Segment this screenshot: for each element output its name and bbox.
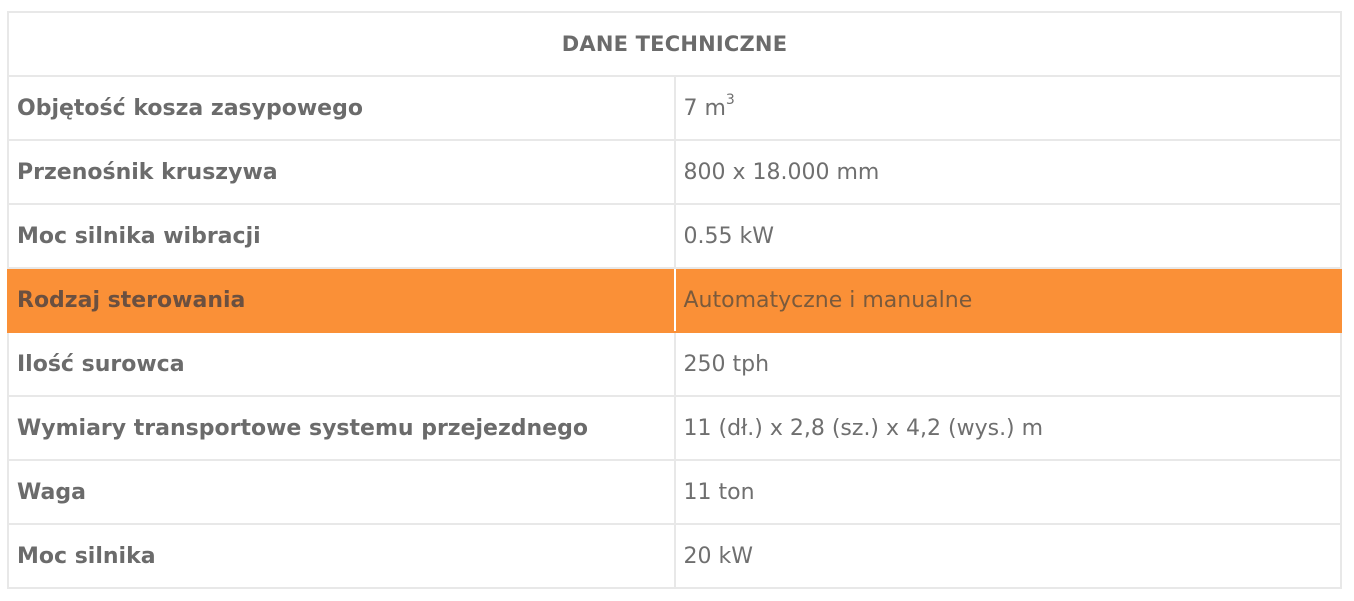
table-row: Objętość kosza zasypowego 7 m3 xyxy=(7,75,1342,141)
table-row-highlighted: Rodzaj sterowania Automatyczne i manualn… xyxy=(7,267,1342,333)
spec-value: 0.55 kW xyxy=(673,203,1342,269)
table-row: Przenośnik kruszywa 800 x 18.000 mm xyxy=(7,139,1342,205)
table-row: Ilość surowca 250 tph xyxy=(7,331,1342,397)
spec-value: 20 kW xyxy=(673,523,1342,589)
table-header-row: DANE TECHNICZNE xyxy=(7,11,1342,77)
spec-label: Przenośnik kruszywa xyxy=(7,139,676,205)
spec-label: Objętość kosza zasypowego xyxy=(7,75,676,141)
spec-label: Moc silnika wibracji xyxy=(7,203,676,269)
spec-value: 11 (dł.) x 2,8 (sz.) x 4,2 (wys.) m xyxy=(673,395,1342,461)
spec-value: 250 tph xyxy=(673,331,1342,397)
table-header: DANE TECHNICZNE xyxy=(7,11,1342,77)
unit-exponent: 3 xyxy=(725,92,735,109)
table-title: DANE TECHNICZNE xyxy=(7,11,1342,77)
spec-label: Ilość surowca xyxy=(7,331,676,397)
spec-label: Moc silnika xyxy=(7,523,676,589)
spec-label: Wymiary transportowe systemu przejezdneg… xyxy=(7,395,676,461)
spec-label: Rodzaj sterowania xyxy=(7,267,676,333)
technical-data-table: DANE TECHNICZNE Objętość kosza zasypoweg… xyxy=(7,11,1342,589)
table-row: Moc silnika 20 kW xyxy=(7,523,1342,589)
spec-value: 7 m3 xyxy=(673,75,1342,141)
table-body: Objętość kosza zasypowego 7 m3 Przenośni… xyxy=(7,75,1342,589)
table-row: Wymiary transportowe systemu przejezdneg… xyxy=(7,395,1342,461)
spec-value: Automatyczne i manualne xyxy=(673,267,1342,333)
table-row: Moc silnika wibracji 0.55 kW xyxy=(7,203,1342,269)
spec-value: 11 ton xyxy=(673,459,1342,525)
table-row: Waga 11 ton xyxy=(7,459,1342,525)
spec-value-text: 7 m xyxy=(683,95,726,121)
spec-value: 800 x 18.000 mm xyxy=(673,139,1342,205)
spec-label: Waga xyxy=(7,459,676,525)
